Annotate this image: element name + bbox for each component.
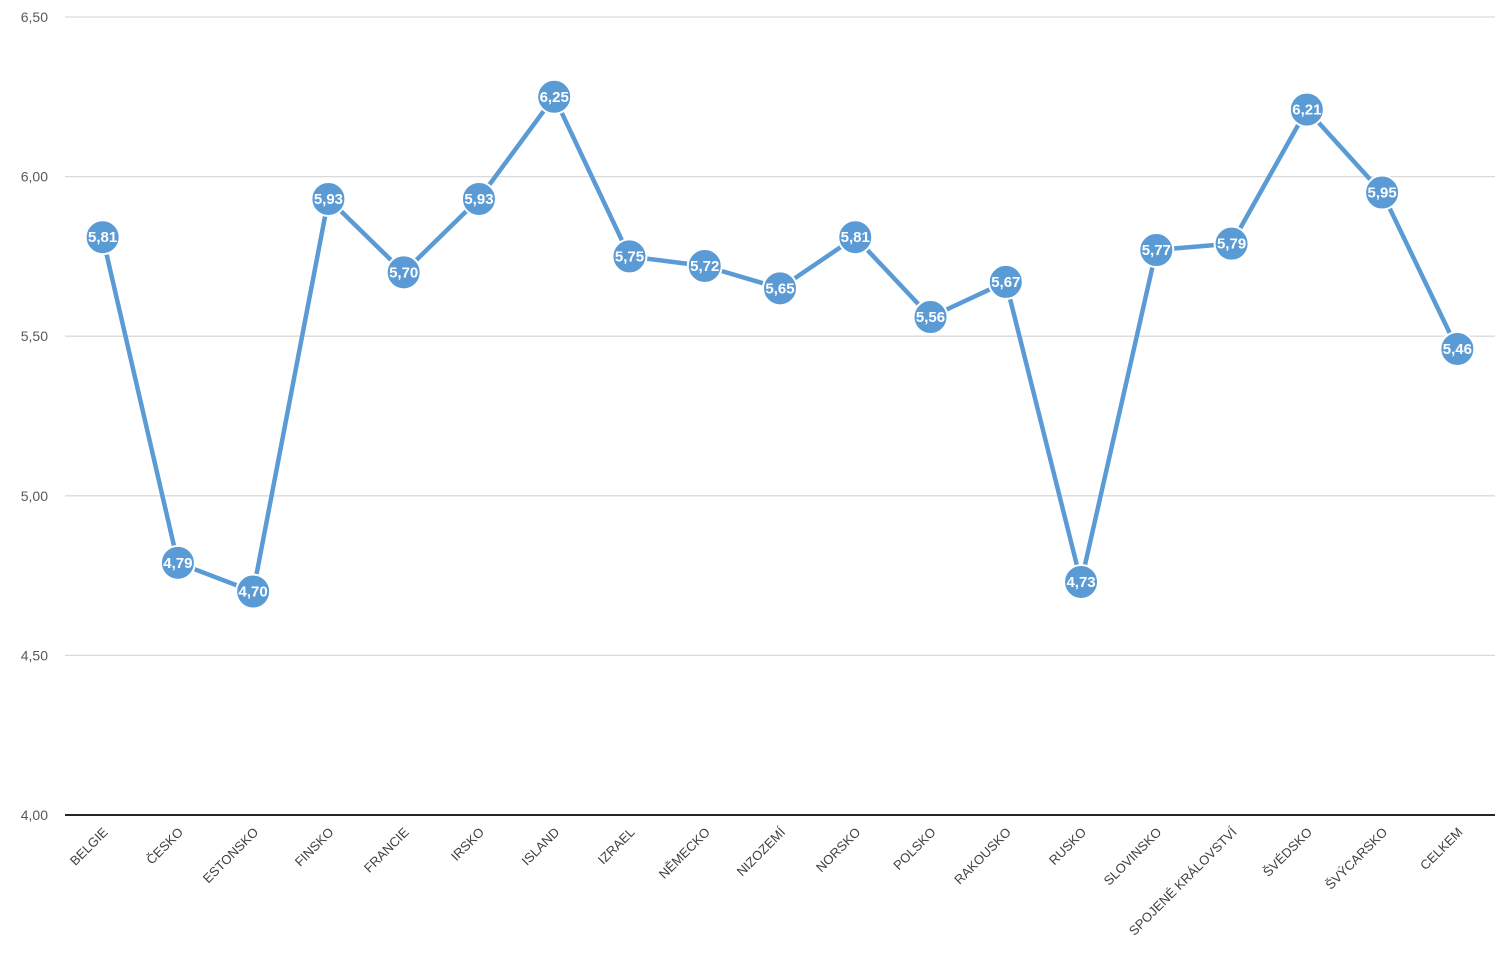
data-point: [987, 263, 1024, 300]
data-label: 5,93: [314, 191, 343, 208]
data-point: [1213, 225, 1250, 262]
grid-layer: [65, 16, 1495, 657]
data-label: 5,81: [841, 229, 870, 246]
data-label: 5,77: [1142, 242, 1171, 259]
data-label: 4,70: [239, 584, 268, 601]
data-point: [1063, 563, 1100, 600]
y-tick-label: 5,00: [21, 488, 48, 504]
data-label: 5,72: [690, 258, 719, 275]
data-label: 6,21: [1292, 102, 1321, 119]
data-point: [762, 270, 798, 307]
y-axis: 4,00 4,50 5,00 5,50 6,00 6,50: [21, 9, 48, 823]
x-tick-label: NIZOZEMÍ: [734, 824, 789, 879]
data-point: [1364, 174, 1401, 211]
x-tick-label: ŠVÉDSKO: [1260, 825, 1315, 880]
data-point: [686, 247, 723, 284]
data-label: 5,70: [389, 264, 418, 281]
x-tick-label: ESTONSKO: [200, 825, 262, 887]
series: [100, 94, 1460, 594]
data-label: 5,46: [1443, 341, 1472, 358]
data-label: 6,25: [540, 89, 569, 106]
x-tick-label: NĚMECKO: [656, 825, 713, 882]
x-tick-label: IRSKO: [448, 825, 487, 864]
data-label: 5,65: [765, 280, 794, 297]
x-axis: BELGIE ČESKO ESTONSKO FINSKO FRANCIE IRSKO ISL…: [65, 814, 1495, 938]
x-tick-label: CELKEM: [1417, 825, 1465, 873]
data-point: [837, 219, 874, 256]
data-label: 5,79: [1217, 236, 1246, 253]
data-point: [310, 180, 347, 217]
x-tick-label: ČESKO: [143, 825, 186, 868]
data-point: [84, 219, 121, 256]
x-tick-label: RUSKO: [1046, 825, 1089, 868]
x-tick-label: ISLAND: [519, 825, 563, 869]
data-label: 5,75: [615, 248, 644, 265]
data-label: 5,67: [991, 274, 1020, 291]
x-tick-label: FINSKO: [292, 825, 337, 870]
data-point: [611, 238, 648, 275]
data-label: 5,95: [1368, 185, 1397, 202]
series-line: [100, 94, 1460, 594]
x-tick-label: IZRAEL: [595, 825, 638, 868]
x-tick-label: BELGIE: [67, 824, 111, 868]
x-tick-label: SLOVINSKO: [1101, 825, 1165, 889]
markers: [84, 78, 1476, 610]
data-point: [536, 78, 573, 115]
x-tick-label: POLSKO: [890, 825, 938, 873]
data-labels: 5,81 4,79 4,70 5,93 5,70 5,93 6,25 5,75 5,72 5,65…: [88, 89, 1472, 601]
data-point: [460, 180, 497, 217]
x-tick-label: FRANCIE: [361, 824, 412, 875]
data-point: [1439, 330, 1476, 367]
y-tick-label: 4,50: [21, 647, 48, 663]
data-label: 5,56: [916, 309, 945, 326]
data-point: [1138, 232, 1175, 269]
x-tick-label: RAKOUSKO: [951, 825, 1014, 888]
data-point: [235, 573, 272, 610]
y-tick-label: 6,00: [21, 169, 48, 185]
data-label: 4,73: [1066, 574, 1095, 591]
x-tick-label: ŠVÝCARSKO: [1322, 825, 1390, 893]
data-point: [385, 254, 422, 291]
y-tick-label: 6,50: [21, 9, 48, 25]
data-label: 5,81: [88, 229, 117, 246]
data-point: [912, 299, 949, 336]
data-point: [159, 544, 196, 581]
y-tick-label: 5,50: [21, 328, 48, 344]
x-tick-label: NORSKO: [813, 825, 863, 875]
data-point: [1288, 91, 1325, 128]
data-label: 5,93: [464, 191, 493, 208]
y-tick-label: 4,00: [21, 807, 48, 823]
data-label: 4,79: [163, 555, 192, 572]
